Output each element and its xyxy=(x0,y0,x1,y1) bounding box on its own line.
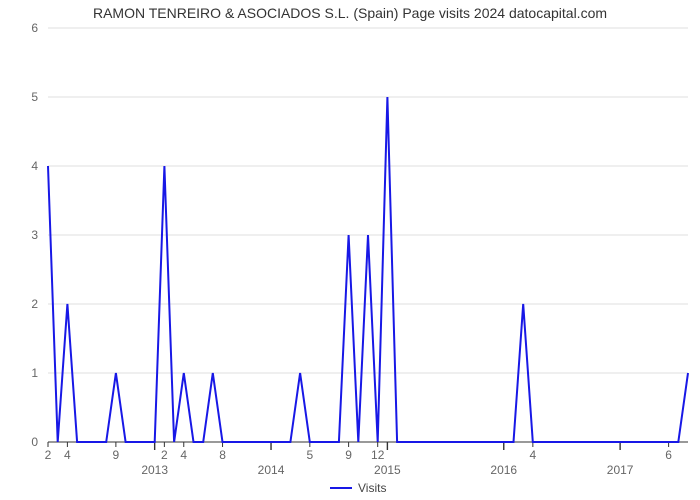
x-month-label: 8 xyxy=(219,448,226,462)
x-year-label: 2016 xyxy=(490,463,517,477)
y-tick-label: 0 xyxy=(31,435,38,449)
x-year-label: 2014 xyxy=(258,463,285,477)
chart-title: RAMON TENREIRO & ASOCIADOS S.L. (Spain) … xyxy=(93,5,607,21)
x-month-label: 9 xyxy=(345,448,352,462)
x-month-label: 6 xyxy=(665,448,672,462)
y-tick-label: 2 xyxy=(31,297,38,311)
x-month-label: 2 xyxy=(161,448,168,462)
x-year-label: 2015 xyxy=(374,463,401,477)
y-tick-label: 5 xyxy=(31,90,38,104)
x-year-label: 2013 xyxy=(141,463,168,477)
y-tick-label: 4 xyxy=(31,159,38,173)
y-tick-label: 1 xyxy=(31,366,38,380)
legend-label: Visits xyxy=(358,481,386,495)
x-month-label: 2 xyxy=(45,448,52,462)
x-year-label: 2017 xyxy=(607,463,634,477)
y-tick-label: 3 xyxy=(31,228,38,242)
x-month-label: 5 xyxy=(306,448,313,462)
x-month-label: 4 xyxy=(530,448,537,462)
x-month-label: 9 xyxy=(113,448,120,462)
x-month-label: 12 xyxy=(371,448,385,462)
x-month-label: 4 xyxy=(64,448,71,462)
y-tick-label: 6 xyxy=(31,21,38,35)
x-month-label: 4 xyxy=(180,448,187,462)
